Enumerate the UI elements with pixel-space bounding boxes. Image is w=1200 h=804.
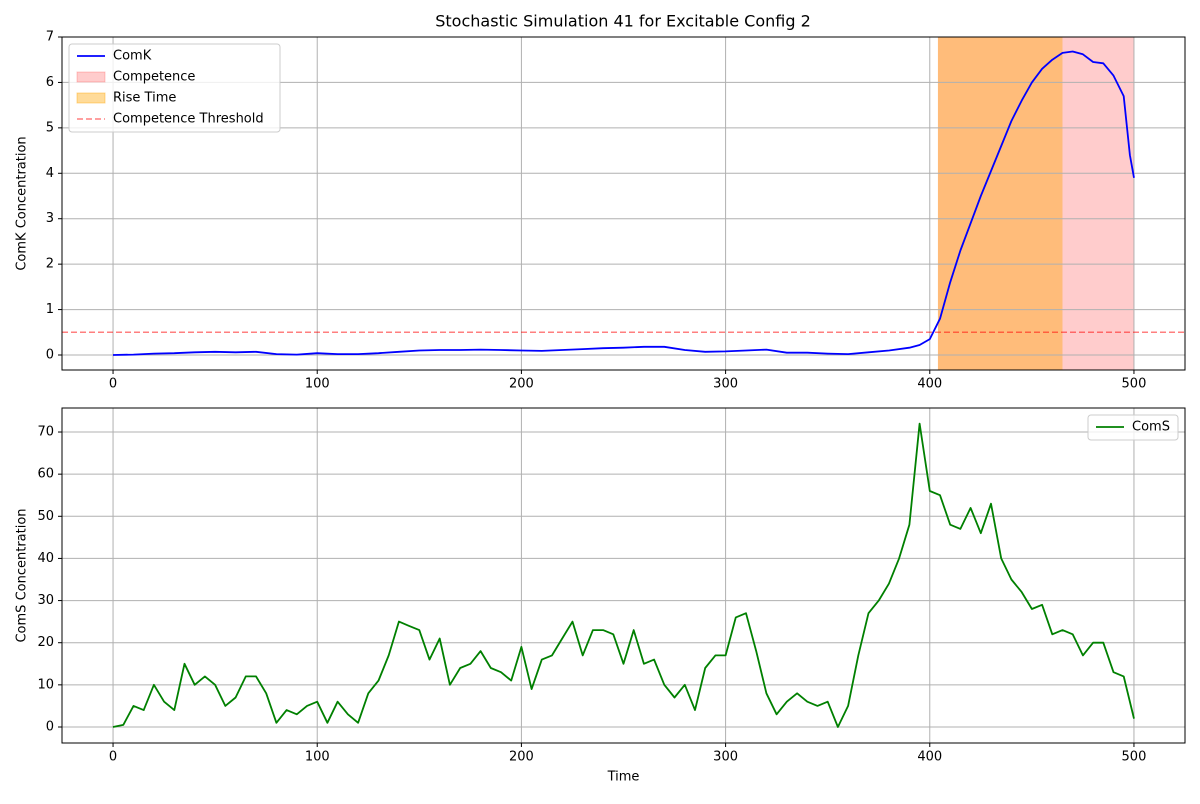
- x-axis-label: Time: [607, 770, 640, 785]
- x-tick-label: 400: [917, 377, 942, 392]
- y-tick-label: 10: [37, 677, 54, 692]
- x-tick-label: 400: [917, 750, 942, 765]
- y-tick-label: 60: [37, 467, 54, 482]
- y-axis-label: ComK Concentration: [15, 136, 30, 270]
- y-tick-label: 6: [46, 75, 54, 90]
- x-tick-label: 200: [509, 377, 534, 392]
- plot-lines: [62, 50, 1185, 356]
- plot-lines: [112, 422, 1135, 728]
- y-tick-label: 0: [46, 719, 54, 734]
- legend-swatch: [76, 71, 106, 83]
- legend-label: Competence Threshold: [113, 112, 264, 127]
- y-tick-label: 5: [46, 120, 54, 135]
- y-tick-label: 7: [46, 30, 54, 45]
- chart-title: Stochastic Simulation 41 for Excitable C…: [435, 12, 811, 31]
- plot-area: [937, 37, 1134, 370]
- series-line: [112, 50, 1135, 356]
- legend-swatch: [76, 92, 106, 104]
- y-axis-label: ComS Concentration: [15, 508, 30, 642]
- x-tick-label: 500: [1122, 377, 1147, 392]
- x-tick-label: 300: [713, 750, 738, 765]
- y-tick-label: 3: [46, 211, 54, 226]
- x-tick-label: 300: [713, 377, 738, 392]
- legend-box: [68, 43, 281, 133]
- span: [937, 37, 1063, 370]
- y-tick-label: 30: [37, 593, 54, 608]
- y-tick-label: 0: [46, 348, 54, 363]
- axes-frame: [61, 407, 1186, 744]
- series-line: [112, 422, 1135, 728]
- y-tick-label: 2: [46, 257, 54, 272]
- x-tick-label: 200: [509, 750, 534, 765]
- axes-frame: [61, 36, 1186, 371]
- x-tick-label: 0: [109, 377, 117, 392]
- y-tick-label: 70: [37, 425, 54, 440]
- x-tick-label: 500: [1122, 750, 1147, 765]
- x-tick-label: 0: [109, 750, 117, 765]
- legend-label: ComS: [1132, 420, 1170, 435]
- y-tick-label: 4: [46, 166, 54, 181]
- y-tick-label: 40: [37, 551, 54, 566]
- legend-box: [1087, 414, 1179, 441]
- span: [937, 37, 1134, 370]
- x-tick-label: 100: [305, 750, 330, 765]
- y-tick-label: 20: [37, 635, 54, 650]
- legend-label: Competence: [113, 70, 195, 85]
- y-tick-label: 1: [46, 302, 54, 317]
- y-tick-label: 50: [37, 509, 54, 524]
- legend-label: ComK: [113, 49, 152, 64]
- x-tick-label: 100: [305, 377, 330, 392]
- legend-label: Rise Time: [113, 91, 176, 106]
